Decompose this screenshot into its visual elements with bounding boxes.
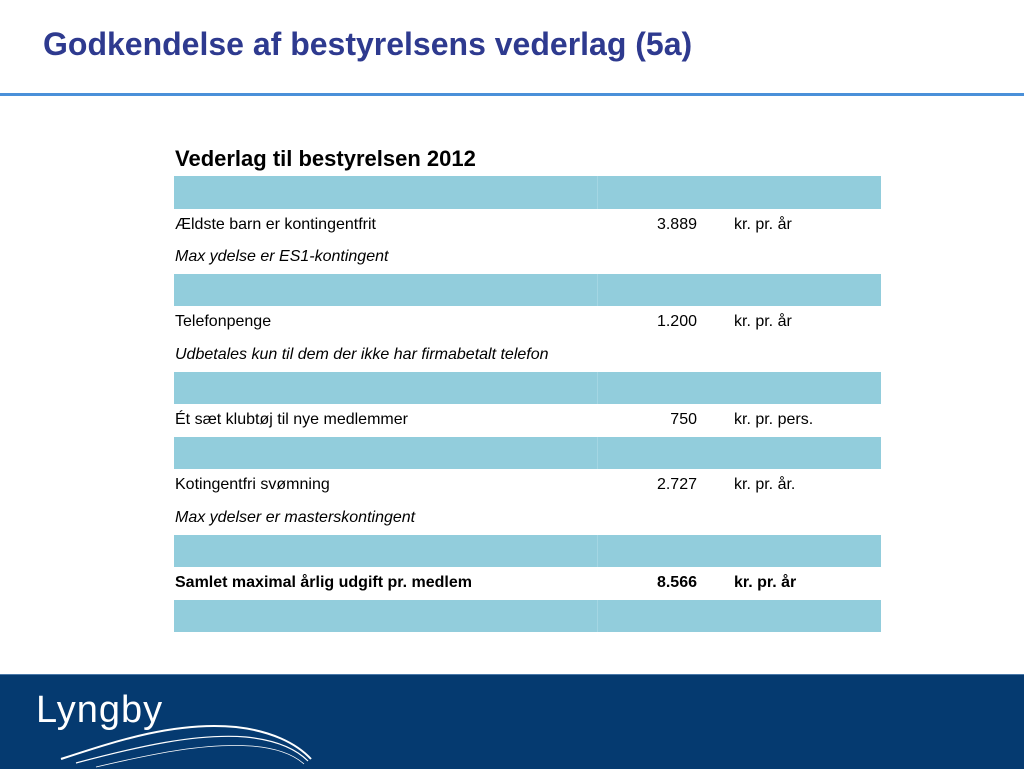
logo-text: Lyngby [36, 689, 164, 731]
table-heading: Vederlag til bestyrelsen 2012 [175, 146, 476, 171]
row-amount: 1.200 [656, 313, 697, 331]
band-column-divider [597, 534, 598, 568]
row-amount: 3.889 [656, 215, 697, 233]
logo-swoosh-icon [60, 724, 312, 768]
row-label: Samlet maximal årlig udgift pr. medlem [175, 574, 472, 592]
footer-bar: Lyngby [0, 674, 1024, 769]
table-row: Ældste barn er kontingentfrit 3.889 kr. pr… [174, 209, 881, 242]
table-band-row [174, 599, 881, 633]
row-label: Ældste barn er kontingentfrit [175, 215, 376, 233]
table-note-row: Max ydelser er masterskontingent [174, 502, 881, 535]
table-band-row [174, 176, 881, 209]
band-column-divider [597, 273, 598, 307]
table-row: Ét sæt klubtøj til nye medlemmer 750 kr. p… [174, 404, 881, 437]
row-amount: 2.727 [656, 476, 697, 494]
compensation-table: Ældste barn er kontingentfrit 3.889 kr. pr… [174, 176, 881, 633]
table-note-row: Max ydelse er ES1-kontingent [174, 241, 881, 274]
band-column-divider [597, 371, 598, 405]
row-unit: kr. pr. år [734, 215, 792, 233]
table-band-row [174, 436, 881, 470]
table-total-row: Samlet maximal årlig udgift pr. medlem 8.… [174, 567, 881, 600]
title-divider [0, 93, 1024, 96]
table-row: Kotingentfri svømning 2.727 kr. pr. år. [174, 469, 881, 502]
row-label: Ét sæt klubtøj til nye medlemmer [175, 411, 408, 429]
row-label: Kotingentfri svømning [175, 476, 330, 494]
row-note: Udbetales kun til dem der ikke har firma… [175, 345, 549, 363]
band-column-divider [597, 436, 598, 470]
row-label: Telefonpenge [175, 313, 272, 331]
table-band-row [174, 371, 881, 405]
row-amount: 8.566 [656, 574, 697, 592]
row-unit: kr. pr. pers. [734, 411, 814, 429]
row-note: Max ydelser er masterskontingent [175, 508, 416, 526]
row-unit: kr. pr. år [734, 313, 792, 331]
table-band-row [174, 534, 881, 568]
table-note-row: Udbetales kun til dem der ikke har firma… [174, 339, 881, 372]
row-amount: 750 [670, 411, 697, 429]
band-column-divider [597, 176, 598, 209]
slide-title: Godkendelse af bestyrelsens vederlag (5a… [43, 26, 693, 62]
row-unit: kr. pr. år. [734, 476, 796, 494]
row-unit: kr. pr. år [734, 574, 797, 592]
table-row: Telefonpenge 1.200 kr. pr. år [174, 306, 881, 339]
band-column-divider [597, 599, 598, 633]
row-note: Max ydelse er ES1-kontingent [175, 248, 389, 266]
table-band-row [174, 273, 881, 307]
